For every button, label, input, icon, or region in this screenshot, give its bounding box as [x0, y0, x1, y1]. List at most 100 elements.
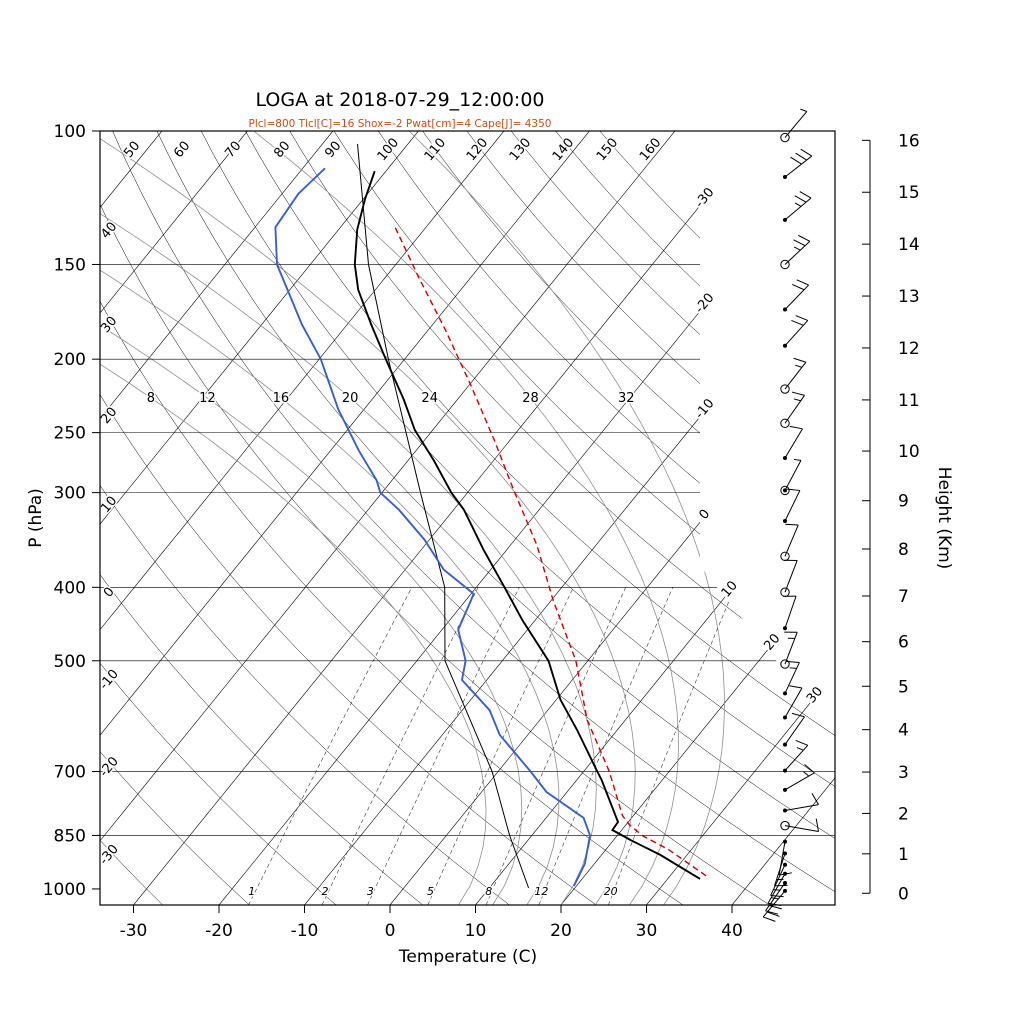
- moist-adiabat-line: [253, 131, 679, 905]
- svg-text:20: 20: [604, 885, 618, 898]
- svg-text:9: 9: [898, 492, 909, 512]
- barb-staff: [784, 632, 798, 665]
- svg-text:32: 32: [618, 391, 635, 406]
- isotherm-line: [560, 131, 835, 905]
- svg-text:20: 20: [342, 391, 359, 406]
- isotherm-line: [100, 131, 590, 905]
- dry-adiabat-line: [100, 131, 597, 905]
- svg-text:1: 1: [898, 845, 909, 865]
- svg-text:150: 150: [54, 256, 86, 276]
- svg-text:10: 10: [719, 578, 741, 600]
- svg-text:850: 850: [54, 826, 86, 846]
- svg-text:0: 0: [898, 884, 909, 904]
- isotherm-line: [100, 131, 419, 905]
- barb-staff: [784, 155, 813, 178]
- moist-adiabat-line: [100, 131, 487, 905]
- svg-text:160: 160: [637, 135, 664, 164]
- svg-text:110: 110: [422, 135, 449, 164]
- barb-staff: [784, 804, 819, 812]
- dry-adiabat-line: [555, 131, 835, 905]
- svg-text:700: 700: [54, 763, 86, 783]
- svg-text:20: 20: [550, 921, 572, 941]
- barb-staff: [784, 111, 808, 138]
- svg-text:-20: -20: [205, 921, 233, 941]
- svg-text:14: 14: [898, 235, 920, 255]
- svg-text:8: 8: [898, 540, 909, 560]
- isotherm-line: [100, 131, 334, 905]
- height-axis-title: Height (Km): [934, 466, 954, 570]
- mixing-ratio-line: [321, 587, 479, 905]
- isotherm-line: [133, 131, 761, 905]
- barb-staff: [784, 524, 799, 557]
- temperature-curve: [353, 170, 701, 880]
- moist-adiabat-line: [100, 131, 636, 905]
- svg-text:8: 8: [485, 885, 492, 898]
- barb-staff: [784, 772, 815, 791]
- barb-staff: [770, 864, 786, 896]
- mixing-ratio-line: [485, 587, 626, 905]
- mixing-ratio-line: [248, 587, 413, 905]
- svg-text:0: 0: [697, 507, 714, 523]
- dry-adiabat-line: [100, 131, 684, 905]
- barb-staff: [784, 284, 809, 310]
- svg-text:5: 5: [427, 885, 434, 898]
- svg-text:2: 2: [322, 885, 329, 898]
- svg-text:30: 30: [98, 314, 120, 336]
- dry-adiabat-line: [100, 131, 337, 905]
- svg-text:-30: -30: [692, 185, 717, 211]
- svg-text:16: 16: [273, 391, 290, 406]
- dry-adiabat-line: [100, 131, 423, 905]
- plot-frame: [99, 130, 836, 906]
- moist-adiabat-line: [408, 131, 725, 905]
- barb-staff: [784, 428, 803, 459]
- isotherm-line: [646, 131, 835, 905]
- svg-text:300: 300: [54, 484, 86, 504]
- barb-staff: [784, 460, 802, 491]
- svg-text:12: 12: [534, 885, 548, 898]
- svg-text:28: 28: [522, 391, 539, 406]
- barb-staff: [774, 853, 786, 887]
- svg-text:130: 130: [507, 135, 534, 164]
- svg-text:20: 20: [98, 405, 120, 427]
- moist-adiabat-line: [100, 131, 523, 905]
- barb-staff: [784, 744, 809, 771]
- svg-text:8: 8: [147, 391, 155, 406]
- isotherm-line: [731, 131, 835, 905]
- mixing-ratio-line: [538, 587, 674, 905]
- svg-text:12: 12: [199, 391, 216, 406]
- dry-adiabat-line: [466, 131, 835, 905]
- isotherm-line: [100, 131, 505, 905]
- dry-adiabat-line: [245, 131, 835, 905]
- isotherm-line: [100, 131, 248, 905]
- barb-staff: [784, 197, 812, 221]
- svg-text:80: 80: [271, 139, 293, 161]
- svg-text:4: 4: [898, 721, 909, 741]
- svg-text:60: 60: [171, 139, 193, 161]
- dry-adiabat-line: [511, 131, 835, 905]
- svg-text:1000: 1000: [43, 880, 86, 900]
- svg-text:120: 120: [464, 135, 491, 164]
- temperature-axis-title: Temperature (C): [398, 947, 538, 967]
- isotherm-line: [100, 131, 163, 905]
- dry-adiabat-line: [156, 131, 835, 905]
- dry-adiabat-line: [599, 131, 835, 905]
- sounding-curves: [274, 143, 707, 889]
- svg-text:-10: -10: [692, 396, 717, 422]
- isotherm-line: [100, 131, 676, 905]
- parcel-curve: [394, 227, 707, 877]
- mixing-ratio-line: [367, 587, 520, 905]
- barb-staff: [784, 361, 807, 390]
- barb-staff: [762, 890, 786, 918]
- svg-text:16: 16: [898, 131, 920, 151]
- barb-staff: [784, 825, 819, 833]
- svg-text:100: 100: [54, 122, 86, 142]
- svg-text:40: 40: [721, 921, 743, 941]
- svg-text:400: 400: [54, 578, 86, 598]
- dry-adiabat-line: [289, 131, 835, 905]
- svg-text:15: 15: [898, 183, 920, 203]
- svg-text:2: 2: [898, 804, 909, 824]
